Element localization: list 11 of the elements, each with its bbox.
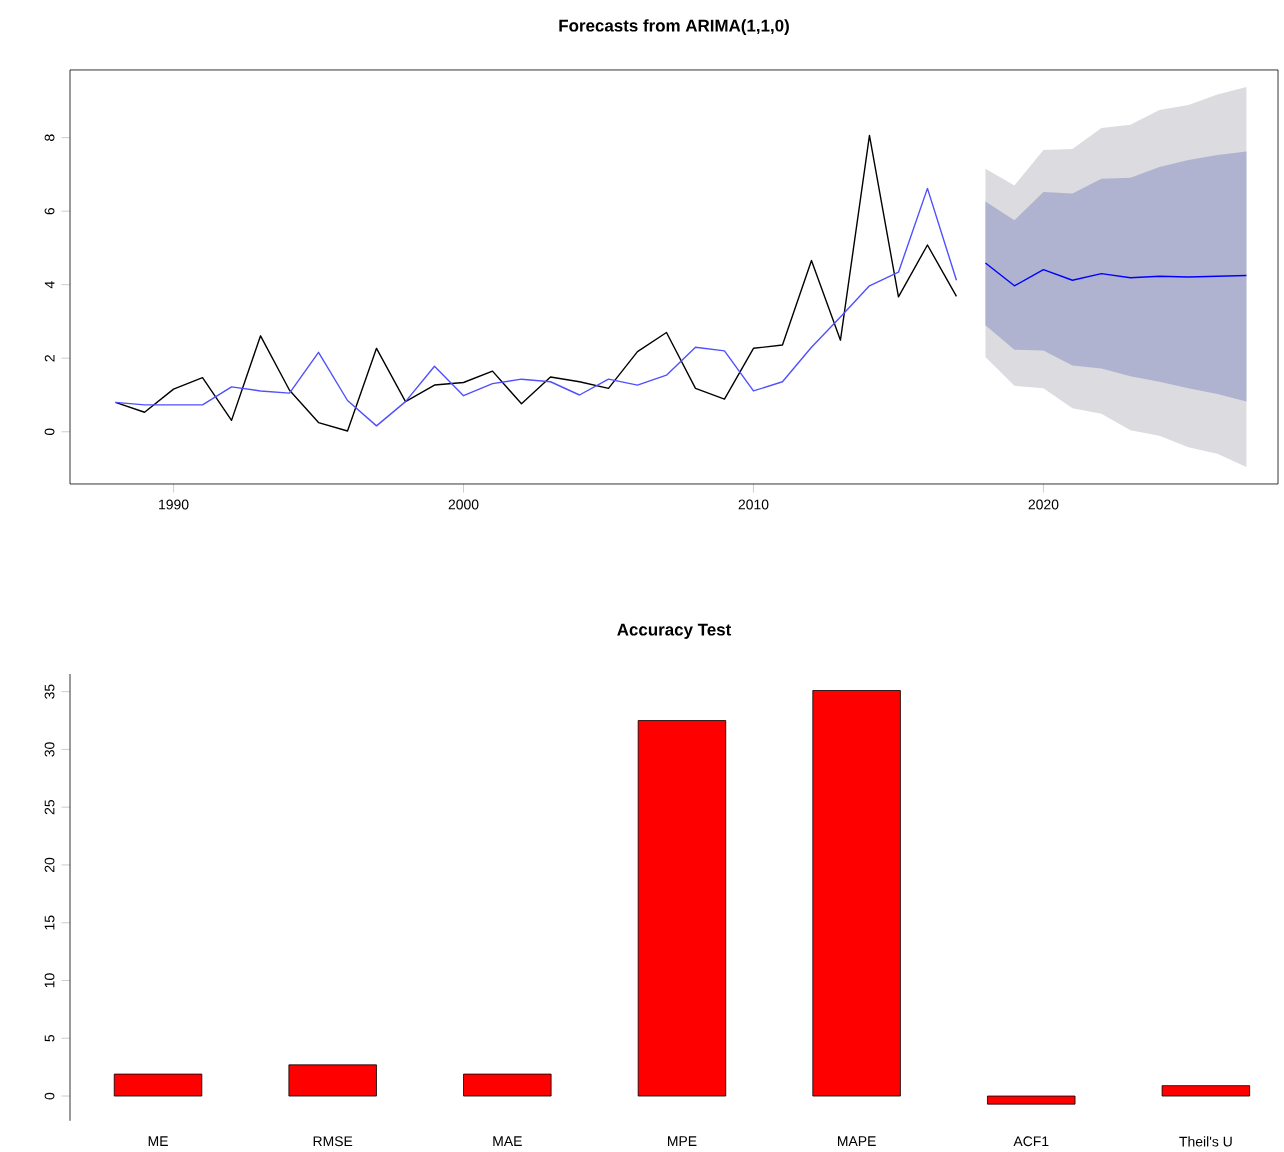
chart-title: Forecasts from ARIMA(1,1,0) xyxy=(559,19,789,35)
bar xyxy=(1161,1085,1251,1097)
bar xyxy=(463,1073,552,1097)
bar xyxy=(113,1073,203,1097)
line-series xyxy=(114,134,958,432)
bar xyxy=(812,690,901,1097)
line-series xyxy=(984,262,1248,287)
bar xyxy=(637,720,727,1097)
bar xyxy=(987,1095,1076,1105)
bar xyxy=(288,1064,377,1097)
chart-title: Accuracy Test xyxy=(617,623,732,639)
